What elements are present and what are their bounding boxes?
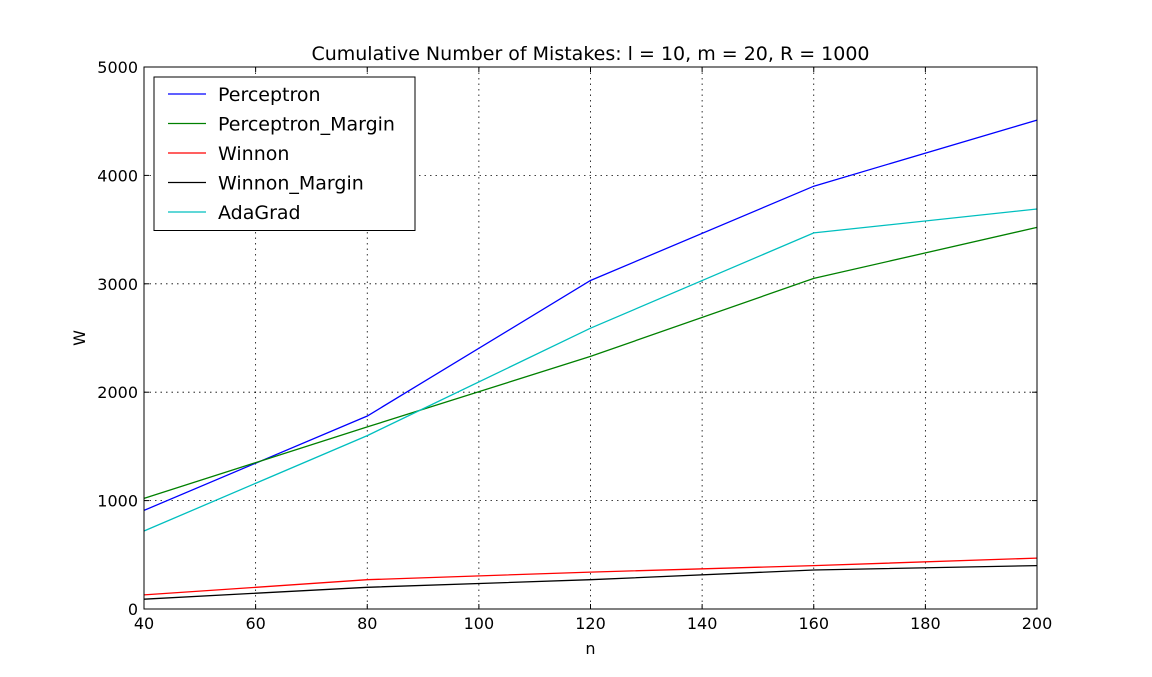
y-tick-label: 1000	[97, 492, 138, 511]
x-tick-label: 40	[134, 614, 154, 633]
legend-label: Perceptron_Margin	[218, 114, 395, 136]
legend-label: Winnon	[218, 143, 289, 165]
y-axis-label: W	[70, 330, 89, 346]
grid-lines	[144, 67, 1037, 609]
x-tick-label: 120	[575, 614, 606, 633]
x-tick-label: 160	[798, 614, 829, 633]
x-tick-label: 80	[357, 614, 377, 633]
x-tick-label: 200	[1022, 614, 1053, 633]
y-tick-label: 3000	[97, 275, 138, 294]
series-line-perceptron-margin	[143, 226, 1038, 500]
x-axis-label: n	[585, 639, 595, 658]
series-line-winnon-margin	[143, 564, 1038, 600]
axis-ticks: 40 60 80 100 120 140 160 180 2000100020003000400…	[97, 58, 1052, 633]
series-lines	[143, 119, 1038, 600]
y-tick-label: 4000	[97, 166, 138, 185]
legend: Perceptron Perceptron_Margin Winnon Winnon_…	[153, 76, 416, 231]
legend-label: Perceptron	[218, 84, 321, 106]
x-tick-label: 60	[245, 614, 265, 633]
legend-box	[153, 76, 416, 231]
legend-label: Winnon_Margin	[218, 173, 364, 195]
series-line-adagrad	[143, 208, 1038, 532]
x-tick-label: 100	[464, 614, 495, 633]
x-tick-label: 140	[687, 614, 718, 633]
legend-label: AdaGrad	[218, 202, 301, 224]
series-line-winnon	[143, 557, 1038, 596]
chart-title: Cumulative Number of Mistakes: l = 10, m…	[311, 43, 869, 65]
y-tick-label: 5000	[97, 58, 138, 77]
series-line-perceptron	[143, 119, 1038, 511]
y-tick-label: 2000	[97, 383, 138, 402]
x-tick-label: 180	[910, 614, 941, 633]
y-tick-label: 0	[128, 600, 138, 619]
